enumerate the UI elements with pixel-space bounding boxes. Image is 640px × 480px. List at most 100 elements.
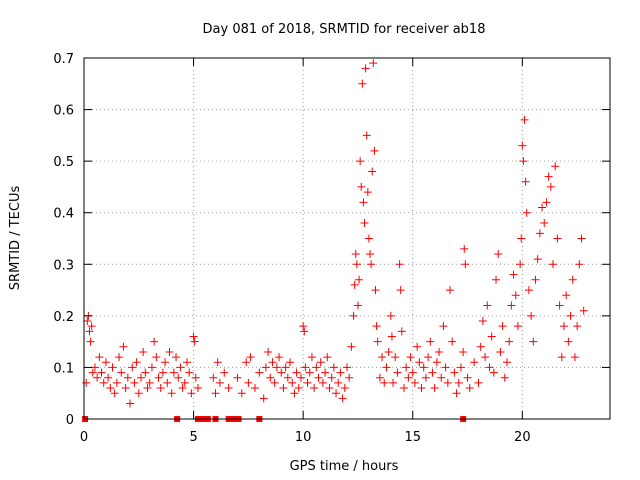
data-point bbox=[417, 384, 426, 393]
data-point bbox=[363, 188, 372, 197]
data-point bbox=[272, 363, 281, 372]
data-point bbox=[533, 255, 542, 264]
data-point bbox=[132, 358, 141, 367]
data-point bbox=[150, 337, 159, 346]
data-point bbox=[544, 172, 553, 181]
data-point bbox=[305, 368, 314, 377]
data-point bbox=[393, 368, 402, 377]
data-point bbox=[441, 363, 450, 372]
data-point bbox=[529, 337, 538, 346]
data-point bbox=[430, 384, 439, 393]
data-point bbox=[521, 177, 530, 186]
data-point bbox=[437, 373, 446, 382]
data-point bbox=[130, 378, 139, 387]
data-point bbox=[180, 378, 189, 387]
data-point bbox=[505, 337, 514, 346]
data-point bbox=[90, 363, 99, 372]
data-point bbox=[209, 373, 218, 382]
data-point bbox=[527, 311, 536, 320]
data-point bbox=[250, 384, 259, 393]
data-point bbox=[134, 389, 143, 398]
data-point bbox=[123, 373, 132, 382]
data-point bbox=[356, 157, 365, 166]
data-point bbox=[187, 389, 196, 398]
data-point bbox=[115, 353, 124, 362]
data-point bbox=[301, 363, 310, 372]
data-point bbox=[310, 384, 319, 393]
data-point bbox=[189, 332, 198, 341]
data-point bbox=[237, 389, 246, 398]
data-point bbox=[369, 59, 378, 68]
data-point bbox=[502, 358, 511, 367]
data-point bbox=[244, 378, 253, 387]
data-point bbox=[531, 275, 540, 284]
data-point bbox=[158, 368, 167, 377]
data-point bbox=[476, 342, 485, 351]
data-point bbox=[435, 347, 444, 356]
data-point bbox=[421, 373, 430, 382]
x-axis-label: GPS time / hours bbox=[290, 459, 399, 474]
data-point bbox=[546, 182, 555, 191]
data-point bbox=[366, 249, 375, 258]
data-point bbox=[432, 358, 441, 367]
data-point bbox=[507, 301, 516, 310]
y-tick-label: 0.5 bbox=[53, 155, 74, 170]
y-tick-label: 0.3 bbox=[53, 258, 74, 273]
data-point bbox=[375, 373, 384, 382]
data-point bbox=[413, 342, 422, 351]
data-point bbox=[562, 291, 571, 300]
data-point bbox=[104, 373, 113, 382]
data-point bbox=[465, 384, 474, 393]
data-point bbox=[97, 368, 106, 377]
data-point bbox=[362, 131, 371, 140]
data-point bbox=[470, 358, 479, 367]
data-point bbox=[389, 378, 398, 387]
data-point bbox=[121, 384, 130, 393]
data-point bbox=[211, 389, 220, 398]
data-point bbox=[371, 286, 380, 295]
data-point bbox=[540, 219, 549, 228]
data-point bbox=[172, 353, 181, 362]
data-point bbox=[535, 229, 544, 238]
data-point bbox=[498, 322, 507, 331]
data-point bbox=[492, 275, 501, 284]
data-point bbox=[410, 378, 419, 387]
data-point bbox=[290, 389, 299, 398]
x-tick-label: 10 bbox=[295, 430, 312, 445]
data-point bbox=[397, 327, 406, 336]
data-point bbox=[408, 368, 417, 377]
data-point bbox=[246, 353, 255, 362]
data-point bbox=[443, 378, 452, 387]
data-point bbox=[579, 306, 588, 315]
data-point bbox=[352, 260, 361, 269]
data-point bbox=[509, 270, 518, 279]
data-point bbox=[538, 203, 547, 212]
data-point bbox=[277, 368, 286, 377]
data-point bbox=[460, 244, 469, 253]
data-point bbox=[185, 368, 194, 377]
data-point bbox=[368, 167, 377, 176]
data-point bbox=[215, 378, 224, 387]
data-point bbox=[141, 368, 150, 377]
data-point bbox=[557, 353, 566, 362]
data-point bbox=[372, 322, 381, 331]
data-point bbox=[513, 322, 522, 331]
data-point bbox=[165, 347, 174, 356]
data-point bbox=[143, 384, 152, 393]
data-point bbox=[573, 322, 582, 331]
data-point bbox=[350, 280, 359, 289]
data-point bbox=[349, 311, 358, 320]
data-point bbox=[264, 347, 273, 356]
data-point bbox=[154, 373, 163, 382]
data-point bbox=[233, 373, 242, 382]
y-tick-label: 0.4 bbox=[53, 207, 74, 222]
data-point bbox=[340, 384, 349, 393]
data-point bbox=[332, 389, 341, 398]
data-point bbox=[176, 363, 185, 372]
data-point bbox=[136, 373, 145, 382]
data-point bbox=[402, 363, 411, 372]
data-point bbox=[190, 337, 199, 346]
data-point bbox=[450, 368, 459, 377]
x-tick-label: 15 bbox=[404, 430, 421, 445]
data-point bbox=[524, 286, 533, 295]
